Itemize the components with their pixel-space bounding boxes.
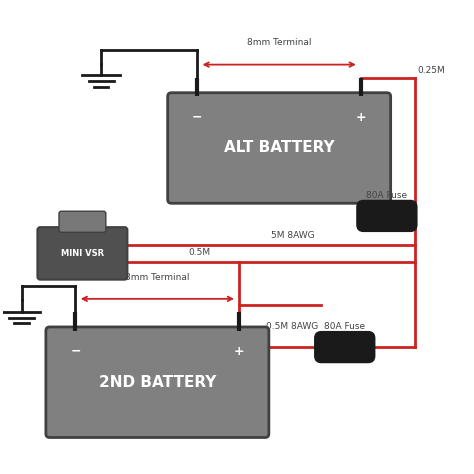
FancyBboxPatch shape bbox=[46, 327, 269, 438]
Text: 0.25M: 0.25M bbox=[417, 66, 445, 75]
Text: 0.5M: 0.5M bbox=[189, 248, 210, 257]
Text: 80A Fuse: 80A Fuse bbox=[366, 191, 408, 200]
Text: −: − bbox=[70, 345, 81, 358]
Text: 8mm Terminal: 8mm Terminal bbox=[125, 273, 190, 282]
FancyBboxPatch shape bbox=[37, 227, 128, 280]
Text: +: + bbox=[356, 110, 366, 124]
Text: 2ND BATTERY: 2ND BATTERY bbox=[99, 375, 216, 390]
Text: MINI VSR: MINI VSR bbox=[61, 249, 104, 258]
Text: ALT BATTERY: ALT BATTERY bbox=[224, 140, 335, 155]
Text: −: − bbox=[192, 110, 202, 124]
FancyBboxPatch shape bbox=[168, 93, 391, 203]
Text: +: + bbox=[234, 345, 245, 358]
Text: 5M 8AWG: 5M 8AWG bbox=[272, 231, 315, 240]
Text: 80A Fuse: 80A Fuse bbox=[324, 322, 365, 331]
Text: 0.5M 8AWG: 0.5M 8AWG bbox=[266, 322, 318, 331]
FancyBboxPatch shape bbox=[357, 201, 417, 231]
Text: 8mm Terminal: 8mm Terminal bbox=[247, 38, 311, 47]
FancyBboxPatch shape bbox=[59, 211, 106, 232]
FancyBboxPatch shape bbox=[315, 332, 375, 363]
